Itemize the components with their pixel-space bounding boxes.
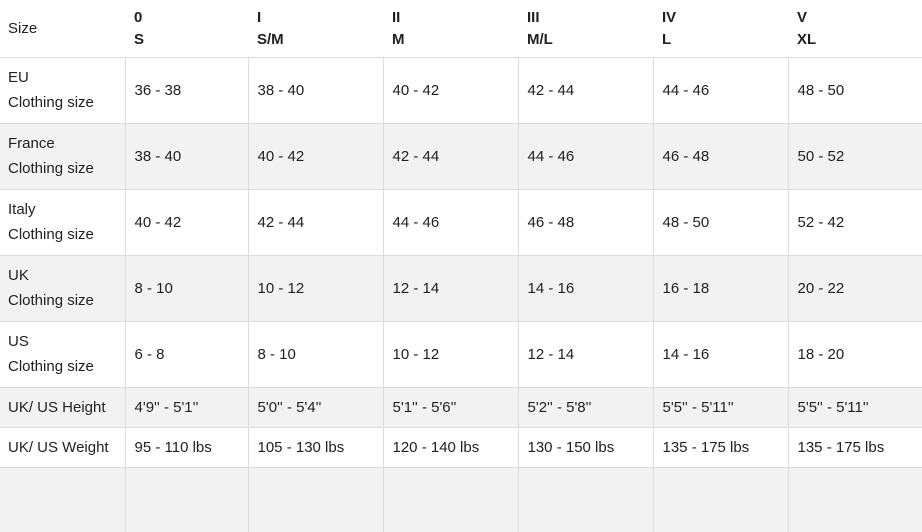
table-cell: 44 - 46 [652,56,788,123]
table-cell: 44 - 46 [382,188,518,255]
table-cell: 52 - 42 [787,188,922,255]
table-cell: 10 - 12 [382,320,518,387]
table-row-france: France Clothing size 38 - 40 40 - 42 42 … [0,122,922,189]
table-cell: 18 - 20 [787,320,922,387]
table-cell: 50 - 52 [787,122,922,189]
table-cell: 40 - 42 [382,56,518,123]
table-cell: 44 - 46 [517,122,653,189]
table-cell: 5'0'' - 5'4'' [247,386,383,427]
table-cell: 12 - 14 [517,320,653,387]
column-header-iii-ml: III M/L [518,0,653,57]
table-cell: 10 - 12 [247,254,383,321]
column-header-letter: M [392,31,405,48]
row-label-line: UK [8,267,29,284]
table-cell: 42 - 44 [382,122,518,189]
table-cell: 95 - 110 lbs [124,426,248,467]
column-header-roman: 0 [134,9,143,26]
table-cell [124,466,248,532]
row-label-weight: UK/ US Weight [0,426,125,467]
row-label-line: EU [8,69,29,86]
table-cell: 14 - 16 [652,320,788,387]
column-header-ii-m: II M [383,0,518,57]
row-label-line: UK/ US Height [8,398,106,416]
table-cell [652,466,788,532]
table-cell: 5'5'' - 5'11'' [787,386,922,427]
table-row-italy: Italy Clothing size 40 - 42 42 - 44 44 -… [0,188,922,255]
row-label-line: Italy [8,201,36,218]
column-header-0-s: 0 S [125,0,248,57]
row-label-eu: EU Clothing size [0,56,125,123]
column-header-roman: V [797,9,808,26]
column-header-roman: I [257,9,262,26]
row-label-us: US Clothing size [0,320,125,387]
table-cell: 12 - 14 [382,254,518,321]
table-cell: 46 - 48 [652,122,788,189]
table-cell: 48 - 50 [652,188,788,255]
table-cell [787,466,922,532]
column-header-letter: S/M [257,31,284,48]
table-cell: 42 - 44 [517,56,653,123]
table-cell [517,466,653,532]
row-label-line: UK/ US Weight [8,438,109,456]
column-header-roman: III [527,9,540,26]
table-cell [382,466,518,532]
table-cell: 8 - 10 [247,320,383,387]
table-cell: 5'5'' - 5'11'' [652,386,788,427]
row-label-partial [0,466,125,532]
table-cell: 20 - 22 [787,254,922,321]
column-header-letter: XL [797,31,817,48]
row-label-height: UK/ US Height [0,386,125,427]
table-cell: 4'9'' - 5'1'' [124,386,248,427]
table-cell: 14 - 16 [517,254,653,321]
column-header-i-sm: I S/M [248,0,383,57]
table-row-us: US Clothing size 6 - 8 8 - 10 10 - 12 12… [0,320,922,387]
table-cell: 36 - 38 [124,56,248,123]
table-cell: 42 - 44 [247,188,383,255]
column-header-iv-l: IV L [653,0,788,57]
column-header-letter: L [662,31,672,48]
table-cell: 135 - 175 lbs [652,426,788,467]
table-cell [247,466,383,532]
size-header-label: Size [8,19,38,37]
row-label-italy: Italy Clothing size [0,188,125,255]
column-header-letter: S [134,31,145,48]
row-label-line: Clothing size [8,160,94,177]
table-cell: 40 - 42 [247,122,383,189]
table-cell: 8 - 10 [124,254,248,321]
table-cell: 6 - 8 [124,320,248,387]
row-label-uk: UK Clothing size [0,254,125,321]
table-cell: 105 - 130 lbs [247,426,383,467]
table-cell: 38 - 40 [247,56,383,123]
row-label-line: France [8,135,55,152]
column-header-roman: II [392,9,401,26]
table-cell: 5'1'' - 5'6'' [382,386,518,427]
table-cell: 40 - 42 [124,188,248,255]
table-row-eu: EU Clothing size 36 - 38 38 - 40 40 - 42… [0,56,922,123]
table-row-partial [0,466,922,532]
table-cell: 135 - 175 lbs [787,426,922,467]
row-label-france: France Clothing size [0,122,125,189]
table-cell: 48 - 50 [787,56,922,123]
table-cell: 130 - 150 lbs [517,426,653,467]
table-cell: 16 - 18 [652,254,788,321]
column-header-letter: M/L [527,31,553,48]
row-label-line: Clothing size [8,358,94,375]
row-label-line: Clothing size [8,292,94,309]
table-cell: 5'2'' - 5'8'' [517,386,653,427]
row-label-line: US [8,333,29,350]
column-header-v-xl: V XL [788,0,922,57]
table-cell: 120 - 140 lbs [382,426,518,467]
table-row-weight: UK/ US Weight 95 - 110 lbs 105 - 130 lbs… [0,426,922,467]
row-label-line: Clothing size [8,94,94,111]
table-header-row: Size 0 S I S/M II M III M/L IV L V [0,0,922,57]
table-row-uk: UK Clothing size 8 - 10 10 - 12 12 - 14 … [0,254,922,321]
table-cell: 38 - 40 [124,122,248,189]
row-label-line: Clothing size [8,226,94,243]
table-row-height: UK/ US Height 4'9'' - 5'1'' 5'0'' - 5'4'… [0,386,922,427]
column-header-roman: IV [662,9,677,26]
table-cell: 46 - 48 [517,188,653,255]
